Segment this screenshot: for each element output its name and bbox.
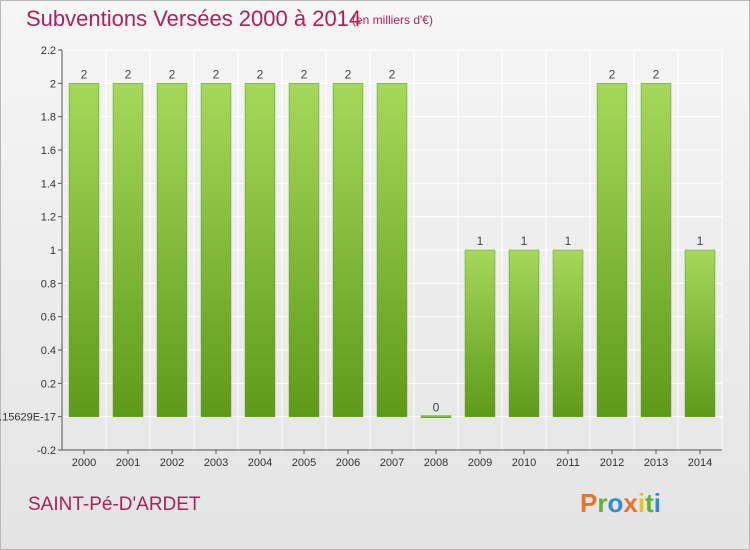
- data-label: 1: [521, 234, 528, 248]
- y-tick-label: 0.6: [41, 312, 56, 324]
- x-tick-label: 2007: [380, 457, 404, 469]
- x-tick-label: 2010: [512, 457, 536, 469]
- bar-2004: [244, 83, 276, 417]
- bar-2006: [332, 83, 364, 417]
- place-name: SAINT-Pé-D'ARDET: [28, 494, 201, 515]
- data-label: 0: [433, 401, 440, 415]
- x-tick-label: 2004: [248, 457, 272, 469]
- y-tick-label: -0.2: [37, 445, 56, 457]
- data-label: 2: [389, 67, 396, 81]
- brand-letter: o: [607, 488, 624, 518]
- x-tick-label: 2014: [688, 457, 712, 469]
- bar-2011: [552, 249, 584, 417]
- chart-unit: (en milliers d'€): [352, 13, 433, 27]
- bar-2000: [68, 83, 100, 417]
- x-tick-label: 2002: [160, 457, 184, 469]
- data-label: 1: [565, 234, 572, 248]
- bar-2009: [464, 249, 496, 417]
- data-label: 2: [301, 67, 308, 81]
- data-label: 2: [125, 67, 132, 81]
- data-labels: 2 2 2 2 2 2 2 2 0 1 1 1 2 2 1: [81, 67, 704, 414]
- y-tick-label: 0.2: [41, 378, 56, 390]
- y-tick-label: 0.4: [41, 345, 56, 357]
- chart-title: Subventions Versées 2000 à 2014: [26, 6, 362, 31]
- x-tick-label: 2012: [600, 457, 624, 469]
- x-tick-label: 2005: [292, 457, 316, 469]
- y-tick-label: -1.15629E-17: [0, 412, 56, 424]
- y-tick-label: 1.2: [41, 212, 56, 224]
- brand-letter: x: [623, 488, 638, 518]
- y-tick-label: 1.8: [41, 112, 56, 124]
- bar-2002: [156, 83, 188, 417]
- bar-2010: [508, 249, 540, 417]
- x-tick-label: 2011: [556, 457, 580, 469]
- y-tick-label: 1: [50, 245, 56, 257]
- data-label: 2: [653, 67, 660, 81]
- bar-2001: [112, 83, 144, 417]
- bars: [68, 83, 716, 418]
- x-tick-label: 2001: [116, 457, 140, 469]
- data-label: 1: [477, 234, 484, 248]
- data-label: 2: [609, 67, 616, 81]
- bar-2005: [288, 83, 320, 417]
- x-tick-label: 2000: [72, 457, 96, 469]
- y-tick-label: 1.4: [41, 178, 56, 190]
- y-tick-label: 0.8: [41, 278, 56, 290]
- data-label: 2: [81, 67, 88, 81]
- bar-2008: [420, 415, 452, 418]
- brand-letter: i: [653, 488, 661, 518]
- axes: -0.2 -1.15629E-17 0.2 0.4 0.6 0.8 1 1.2 1.4 1.6 1.…: [0, 45, 722, 469]
- bar-2013: [640, 83, 672, 417]
- brand-letter: t: [645, 488, 654, 518]
- proxiti-logo[interactable]: Proxiti: [580, 488, 661, 519]
- x-tick-label: 2009: [468, 457, 492, 469]
- y-tick-label: 2: [50, 78, 56, 90]
- brand-letter: i: [637, 488, 646, 518]
- brand-letter: r: [597, 488, 608, 518]
- data-label: 2: [345, 67, 352, 81]
- data-label: 1: [697, 234, 704, 248]
- y-tick-label: 2.2: [41, 45, 56, 57]
- brand-letter: P: [580, 488, 598, 518]
- bar-2014: [684, 249, 716, 417]
- data-label: 2: [257, 67, 264, 81]
- x-tick-label: 2013: [644, 457, 668, 469]
- data-label: 2: [213, 67, 220, 81]
- x-tick-label: 2006: [336, 457, 360, 469]
- x-tick-label: 2008: [424, 457, 448, 469]
- y-tick-label: 1.6: [41, 145, 56, 157]
- bar-2003: [200, 83, 232, 417]
- x-tick-label: 2003: [204, 457, 228, 469]
- data-label: 2: [169, 67, 176, 81]
- bar-2007: [376, 83, 408, 417]
- bar-2012: [596, 83, 628, 417]
